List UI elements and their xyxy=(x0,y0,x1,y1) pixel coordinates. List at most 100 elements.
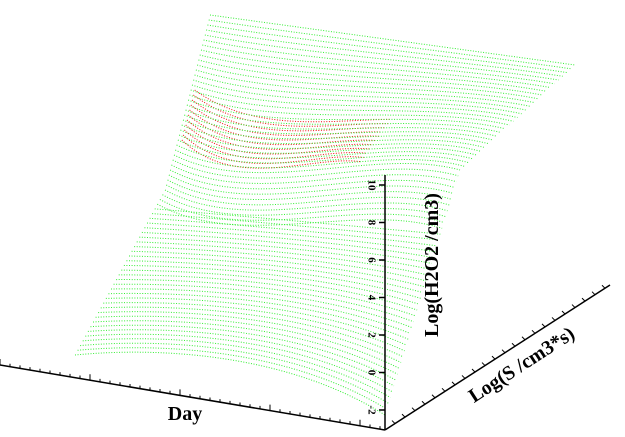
surface-contour xyxy=(92,320,398,375)
surface-contour xyxy=(108,292,409,340)
surface-contour xyxy=(87,329,395,387)
z-axis-title: Log(H2O2 /cm3) xyxy=(421,193,443,337)
surface-contour xyxy=(146,222,436,253)
z-tick-label: 10 xyxy=(365,180,377,192)
surface-contour xyxy=(134,246,427,282)
surface-contour xyxy=(90,324,396,381)
surface-contour xyxy=(173,154,461,174)
surface-contour xyxy=(80,342,389,404)
y-axis-minor-tick xyxy=(511,342,516,347)
z-tick-label: 2 xyxy=(365,332,377,338)
day-axis xyxy=(0,364,386,431)
surface-contour xyxy=(136,241,428,276)
surface-contour xyxy=(168,174,453,195)
surface-contour xyxy=(203,39,555,85)
surface-contour xyxy=(164,189,448,212)
surface-contour xyxy=(154,208,441,235)
surface-contour xyxy=(175,149,465,169)
z-tick-label: 6 xyxy=(365,257,377,263)
surface-contour xyxy=(95,315,400,369)
surface-contour xyxy=(118,274,416,317)
surface-contour xyxy=(197,64,535,103)
surface-contour xyxy=(186,104,502,133)
x-axis-title: Day xyxy=(168,403,202,425)
surface-contour xyxy=(172,159,459,179)
y-axis-minor-tick xyxy=(481,362,486,366)
y-axis-minor-tick xyxy=(591,291,596,296)
y-axis-minor-tick xyxy=(501,349,506,354)
surface-contour xyxy=(191,84,518,118)
surface-contour xyxy=(77,347,388,410)
surface-contour xyxy=(74,351,386,416)
y-axis-minor-tick xyxy=(411,407,416,412)
surface-contour xyxy=(208,19,571,70)
surface-contour xyxy=(152,213,439,241)
surface-contour-highlight xyxy=(184,129,367,160)
surface-contour xyxy=(206,29,563,77)
y-axis-minor-tick xyxy=(521,336,526,341)
y-axis-minor-tick xyxy=(441,387,446,392)
surface-contour xyxy=(149,217,437,247)
y-axis-minor-tick xyxy=(461,375,466,379)
z-tick-label: 8 xyxy=(365,220,377,226)
surface-contour-highlight xyxy=(189,109,379,141)
surface-contour xyxy=(85,333,393,393)
surface-contour-highlight xyxy=(185,124,370,155)
y-axis-minor-tick xyxy=(471,368,476,373)
z-tick-label: 0 xyxy=(365,370,377,376)
surface-contour xyxy=(116,279,414,323)
z-tick-label: 4 xyxy=(365,295,377,301)
surface-contour xyxy=(105,297,407,346)
surface-contour xyxy=(207,24,567,73)
surface-contour xyxy=(159,198,445,223)
surface-contour xyxy=(195,69,530,107)
surface-contour-highlight xyxy=(186,119,373,150)
surface-contour xyxy=(171,164,457,184)
surface-contour xyxy=(157,203,443,229)
surface-contour xyxy=(200,49,547,92)
surface-contour xyxy=(82,338,391,398)
surface-contour-highlight xyxy=(181,139,361,169)
surface-contour-highlight xyxy=(194,89,391,123)
y-axis-minor-tick xyxy=(431,394,436,399)
surface-contour xyxy=(121,269,418,311)
surface-contour xyxy=(166,184,450,206)
surface xyxy=(74,14,576,416)
surface-contour xyxy=(167,179,452,201)
surface-contour xyxy=(180,129,481,152)
y-axis-minor-tick xyxy=(531,329,536,334)
surface-contour xyxy=(204,34,559,81)
surface-contour xyxy=(100,306,404,358)
surface-contour xyxy=(98,311,402,363)
surface-contour xyxy=(176,144,469,164)
surface-contour xyxy=(103,302,405,352)
surface-contour xyxy=(110,288,411,334)
y-axis-minor-tick xyxy=(421,400,426,405)
surface-contour xyxy=(185,109,498,137)
surface-contour xyxy=(144,227,434,258)
surface-contour xyxy=(184,114,493,141)
surface-contour-highlight xyxy=(191,99,385,132)
surface-contour xyxy=(202,44,551,88)
s-axis xyxy=(384,284,611,431)
surface-contour xyxy=(182,119,489,145)
surface-contour xyxy=(128,255,423,293)
surface-contour xyxy=(209,14,576,66)
y-axis-minor-tick xyxy=(561,310,566,315)
y-axis-minor-tick xyxy=(491,355,496,360)
surface-contour xyxy=(194,74,526,111)
surface-contour xyxy=(181,124,485,148)
surface-contour xyxy=(189,94,510,126)
surface-contour xyxy=(141,231,432,264)
y-axis-minor-tick xyxy=(391,420,396,424)
y-axis-minor-tick xyxy=(551,317,556,321)
surface-contour xyxy=(139,236,430,270)
y-axis-minor-tick xyxy=(451,381,456,386)
surface-contour xyxy=(162,194,446,218)
surface-contour xyxy=(169,169,455,190)
y-axis-minor-tick xyxy=(581,297,586,302)
y-axis-minor-tick xyxy=(571,304,576,308)
y-axis-minor-tick xyxy=(541,323,546,328)
surface-contour-highlight xyxy=(182,134,364,164)
